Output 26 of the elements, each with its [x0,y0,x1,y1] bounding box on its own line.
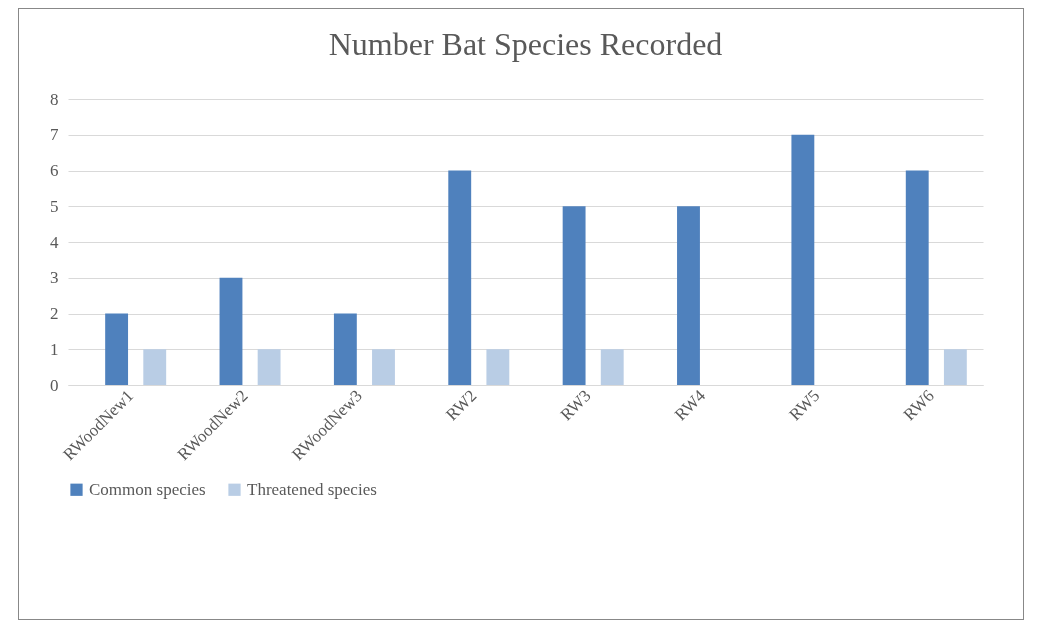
bar [372,349,395,385]
bar [333,313,357,385]
y-tick-label: 6 [50,161,59,180]
y-tick-label: 2 [50,304,59,323]
bar [905,170,929,385]
bar [219,277,243,385]
legend-label: Threatened species [247,479,377,499]
y-tick-label: 0 [50,375,59,395]
bar [448,170,472,385]
y-tick-label: 3 [50,268,59,288]
bar [105,313,129,385]
chart-title: Number Bat Species Recorded [328,26,723,62]
bar [600,349,624,385]
bar [562,206,586,385]
y-tick-label: 4 [50,232,59,252]
y-tick-label: 7 [50,125,59,145]
bar [943,349,967,385]
bar [486,349,510,385]
bar [791,134,815,385]
legend-label: Common species [89,479,206,499]
y-tick-label: 8 [50,89,59,109]
bar [677,206,700,385]
bar [143,349,167,385]
y-tick-label: 1 [50,339,59,359]
y-tick-label: 5 [50,196,59,216]
bar [257,349,281,385]
